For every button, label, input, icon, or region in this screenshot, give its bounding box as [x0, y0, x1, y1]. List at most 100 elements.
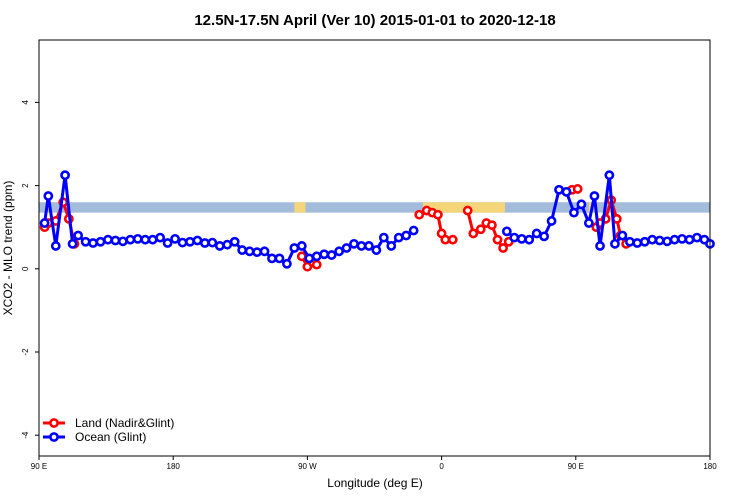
legend: Land (Nadir&Glint)Ocean (Glint)	[43, 416, 174, 444]
data-point	[386, 241, 397, 251]
data-point	[447, 234, 458, 245]
data-point	[229, 236, 240, 247]
data-point	[492, 234, 503, 245]
data-point	[432, 209, 443, 220]
data-point	[408, 225, 419, 236]
legend-marker	[49, 432, 59, 442]
data-point	[692, 232, 702, 243]
data-point	[185, 236, 195, 247]
data-point	[39, 218, 50, 228]
data-point	[684, 234, 695, 245]
data-point	[393, 232, 404, 243]
series-ocean	[39, 170, 715, 269]
data-point	[326, 250, 337, 260]
x-tick-label: 180	[167, 462, 181, 471]
data-point	[561, 186, 572, 197]
plot-frame	[38, 39, 711, 457]
legend-label: Land (Nadir&Glint)	[75, 416, 174, 430]
data-point	[356, 241, 367, 251]
data-point	[311, 251, 322, 262]
y-tick-label: 2	[21, 183, 30, 188]
data-point	[259, 246, 270, 257]
data-point	[647, 234, 658, 245]
data-point	[583, 218, 594, 228]
y-tick-label: 0	[21, 266, 30, 271]
data-point	[595, 241, 605, 251]
data-point	[624, 236, 635, 247]
data-point	[192, 235, 203, 246]
data-point	[252, 247, 262, 258]
data-point	[669, 234, 680, 245]
y-tick-label: 4	[21, 100, 30, 105]
data-point	[498, 243, 509, 253]
data-point	[147, 234, 158, 245]
data-point	[117, 236, 128, 247]
data-point	[371, 245, 382, 255]
data-point	[155, 232, 166, 243]
data-point	[199, 238, 210, 248]
data-point	[468, 228, 479, 239]
data-point	[610, 238, 620, 249]
data-point	[281, 258, 292, 269]
data-point	[80, 236, 91, 247]
x-tick-label: 90 W	[298, 462, 317, 471]
legend-marker	[49, 418, 59, 428]
data-point	[162, 238, 173, 248]
data-point	[349, 238, 359, 249]
x-axis-label: Longitude (deg E)	[327, 476, 422, 490]
data-point	[576, 199, 587, 210]
data-point	[73, 230, 84, 241]
x-axis: 90 E 180 90 W 0 90 E 180	[31, 456, 717, 471]
y-tick-label: -4	[21, 431, 30, 439]
data-point	[296, 241, 307, 251]
data-point	[95, 236, 106, 247]
data-point	[364, 241, 374, 251]
chart-title: 12.5N-17.5N April (Ver 10) 2015-01-01 to…	[194, 12, 555, 29]
legend-label: Ocean (Glint)	[75, 430, 146, 444]
data-point	[654, 235, 665, 246]
data-point	[140, 234, 151, 245]
y-tick-label: -2	[21, 348, 30, 356]
data-point	[539, 231, 550, 242]
series-line	[43, 173, 415, 266]
data-point	[516, 233, 527, 244]
data-point	[589, 191, 600, 201]
data-point	[244, 246, 255, 257]
data-point	[524, 234, 535, 245]
land-band	[294, 202, 306, 213]
data-point	[222, 239, 233, 250]
data-point	[110, 235, 121, 246]
data-point	[67, 238, 78, 249]
data-point	[319, 249, 330, 260]
data-point	[677, 233, 687, 244]
data-point	[274, 253, 285, 264]
data-point	[401, 230, 412, 241]
data-point	[60, 170, 70, 181]
x-tick-label: 0	[439, 462, 444, 471]
data-point	[125, 234, 136, 245]
data-point	[554, 184, 564, 195]
data-point	[103, 234, 113, 245]
data-point	[617, 230, 628, 241]
data-point	[639, 236, 650, 247]
data-point	[462, 205, 473, 216]
data-point	[487, 220, 497, 231]
x-tick-label: 90 E	[31, 462, 47, 471]
data-point	[214, 241, 225, 251]
data-point	[170, 233, 180, 244]
data-point	[334, 246, 344, 257]
data-point	[572, 184, 583, 194]
x-tick-label: 90 E	[568, 462, 584, 471]
data-point	[509, 232, 520, 243]
data-point	[341, 243, 352, 253]
data-point	[632, 238, 643, 248]
data-point	[43, 191, 54, 201]
data-point	[440, 234, 451, 245]
data-point	[289, 243, 300, 253]
data-point	[501, 226, 512, 237]
series-layer	[39, 170, 715, 272]
data-point	[88, 238, 98, 248]
data-point	[267, 253, 277, 264]
data-point	[546, 216, 557, 226]
